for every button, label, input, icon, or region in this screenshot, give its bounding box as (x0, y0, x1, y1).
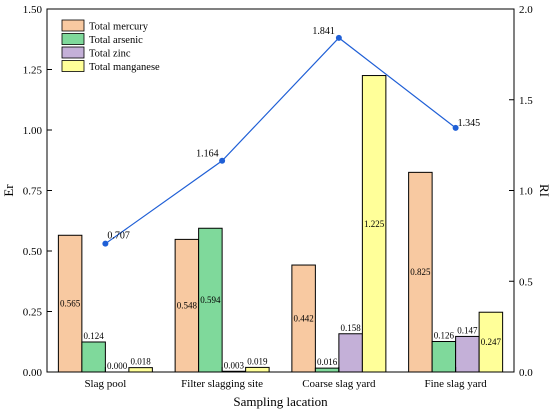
ri-point-2 (335, 34, 342, 41)
y-tick-label-5: 1.25 (23, 65, 43, 77)
y-tick-label-2: 0.50 (23, 246, 43, 258)
bar-1-2 (314, 367, 340, 373)
y2-tick-label-0: 0.0 (519, 367, 533, 379)
legend-swatch-2 (61, 46, 85, 59)
y-axis-title: Er (1, 184, 16, 197)
bar-label-2-3: 0.147 (457, 325, 478, 335)
bar-labels: 0.565 0.548 0.442 0.825 0.124 0.594 0.016 0.126… (60, 219, 502, 371)
y-tick-label-0: 0.00 (23, 367, 43, 379)
ri-line-series: 0.707 1.164 1.841 1.345 (102, 26, 480, 247)
ri-label-3: 1.345 (458, 118, 481, 129)
x-tick-label-2: Coarse slag yard (302, 378, 376, 390)
y-tick-label-6: 1.50 (23, 4, 43, 16)
bar-label-1-3: 0.126 (434, 331, 455, 341)
y-tick-label-1: 0.25 (23, 307, 43, 319)
ri-point-3 (452, 124, 459, 131)
bar-label-0-0: 0.565 (60, 299, 81, 309)
bar-3-0 (128, 367, 153, 373)
ri-label-0: 0.707 (107, 231, 130, 242)
bar-label-0-2: 0.442 (294, 314, 314, 324)
legend-swatch-3 (61, 60, 85, 72)
legend-swatch-1 (61, 33, 85, 45)
legend-label-2: Total zinc (89, 49, 131, 60)
legend-swatch-0 (61, 19, 85, 32)
x-axis-title: Sampling lacation (233, 394, 328, 409)
bar-1-3 (431, 341, 457, 373)
ri-label-2: 1.841 (312, 26, 335, 37)
bar-label-0-3: 0.825 (410, 267, 431, 277)
legend-label-1: Total arsenic (89, 35, 143, 46)
bar-label-3-3: 0.247 (481, 337, 502, 347)
ri-label-1: 1.164 (196, 149, 219, 160)
bar-3-1 (245, 366, 270, 373)
bar-2-2 (338, 333, 363, 373)
legend-label-3: Total manganese (89, 62, 160, 73)
bar-label-3-0: 0.018 (131, 357, 152, 367)
bar-1-0 (81, 341, 106, 373)
bar-label-1-2: 0.016 (317, 357, 338, 367)
axes: 0.00 0.25 0.50 0.75 1.00 1.25 1.50 0.0 0.5 1.0 1.5… (23, 4, 534, 390)
legend-label-0: Total mercury (89, 22, 149, 33)
bar-2-3 (455, 335, 480, 373)
bars (57, 75, 504, 373)
bar-label-2-2: 0.158 (341, 323, 362, 333)
y-tick-label-3: 0.75 (23, 186, 43, 198)
bar-label-3-2: 1.225 (364, 219, 385, 229)
bar-label-2-1: 0.003 (224, 360, 245, 370)
legend: Total mercury Total arsenic Total zinc Tota… (61, 19, 160, 73)
bar-label-3-1: 0.019 (247, 356, 268, 366)
y2-tick-label-1: 0.5 (519, 276, 533, 288)
ri-line (105, 37, 456, 245)
bar-label-1-0: 0.124 (84, 331, 105, 341)
x-tick-label-3: Fine slag yard (424, 378, 487, 390)
y2-tick-label-4: 2.0 (519, 4, 533, 16)
y-tick-label-4: 1.00 (23, 125, 43, 137)
bar-label-2-0: 0.000 (107, 361, 128, 371)
ri-point-1 (219, 157, 226, 164)
bar-label-0-1: 0.548 (177, 301, 198, 311)
bar-label-1-1: 0.594 (200, 295, 221, 305)
x-tick-label-1: Filter slagging site (181, 378, 263, 390)
ri-point-0 (102, 240, 109, 247)
x-tick-label-0: Slag pool (84, 378, 126, 390)
y2-axis-title: RI (537, 184, 550, 197)
y2-tick-label-2: 1.0 (519, 186, 533, 198)
y2-tick-label-3: 1.5 (519, 95, 533, 107)
